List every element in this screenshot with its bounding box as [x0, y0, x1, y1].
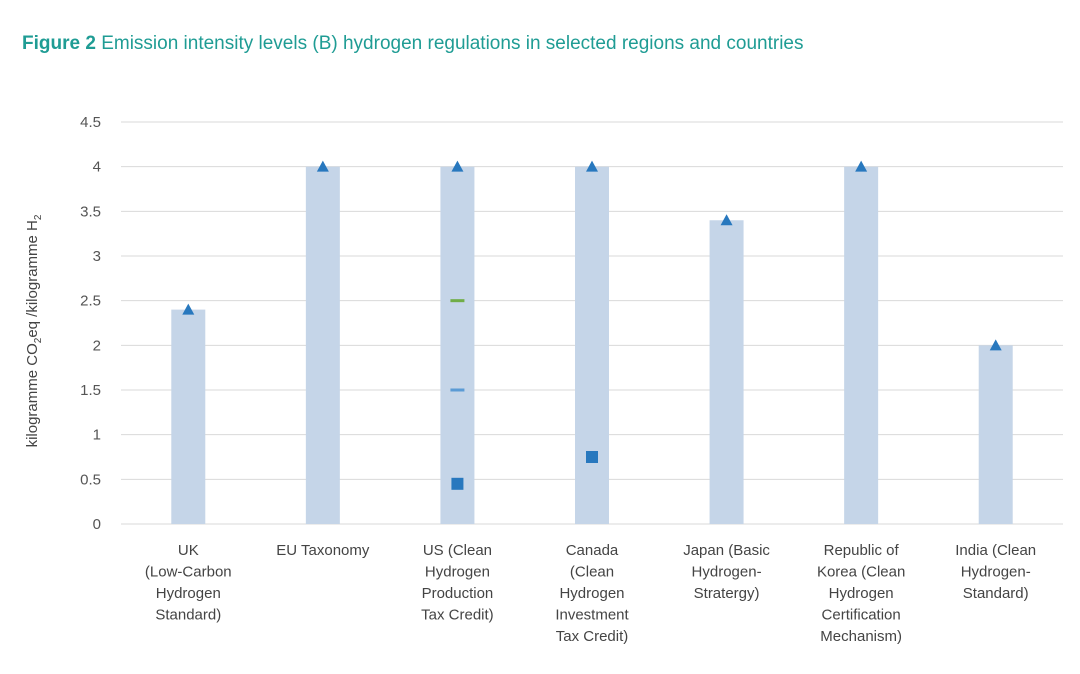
figure-caption: Emission intensity levels (B) hydrogen r…: [101, 33, 804, 54]
bar: [171, 309, 206, 524]
triangle-marker: [451, 160, 464, 172]
y-tick-label: 1.5: [80, 382, 101, 399]
y-tick-label: 2.5: [80, 293, 101, 310]
y-tick-label: 4.5: [80, 114, 101, 131]
y-axis-label: kilogramme CO2eq /kilogramme H2: [24, 214, 44, 447]
square-marker: [451, 477, 464, 490]
y-tick-label: 2: [93, 337, 101, 354]
dash-marker: [450, 299, 465, 303]
category-label: Japan (Basic Hydrogen-Stratergy): [683, 542, 770, 602]
figure-number: Figure 2: [22, 33, 96, 54]
bar: [709, 220, 744, 524]
y-tick-label: 3: [93, 248, 101, 265]
triangle-marker: [316, 160, 329, 172]
triangle-marker: [720, 214, 733, 226]
bar: [440, 166, 475, 524]
triangle-marker: [855, 160, 868, 172]
category-label: EU Taxonomy: [276, 542, 370, 559]
category-label: UK (Low-Carbon Hydrogen Standard): [145, 542, 232, 624]
bar: [978, 345, 1013, 524]
y-tick-label: 1: [93, 427, 101, 444]
bar: [305, 166, 340, 524]
y-tick-label: 0: [93, 516, 101, 533]
category-label: US (Clean Hydrogen Production Tax Credit): [421, 542, 494, 624]
y-tick-label: 3.5: [80, 203, 101, 220]
dash-marker: [450, 388, 465, 392]
category-label: Republic of Korea (Clean Hydrogen Certifica…: [817, 542, 905, 645]
bar: [575, 166, 609, 524]
y-tick-label: 4: [93, 159, 101, 176]
chart-title: Figure 2 Emission intensity levels (B) h…: [22, 33, 804, 55]
square-marker: [586, 451, 598, 463]
category-label: India (Clean Hydrogen-Standard): [955, 542, 1036, 602]
y-tick-label: 0.5: [80, 471, 101, 488]
triangle-marker: [989, 339, 1002, 351]
triangle-marker: [182, 303, 195, 315]
bar: [844, 166, 879, 524]
triangle-marker: [586, 160, 598, 172]
category-label: Canada (Clean Hydrogen Investment Tax Credit…: [555, 542, 629, 645]
